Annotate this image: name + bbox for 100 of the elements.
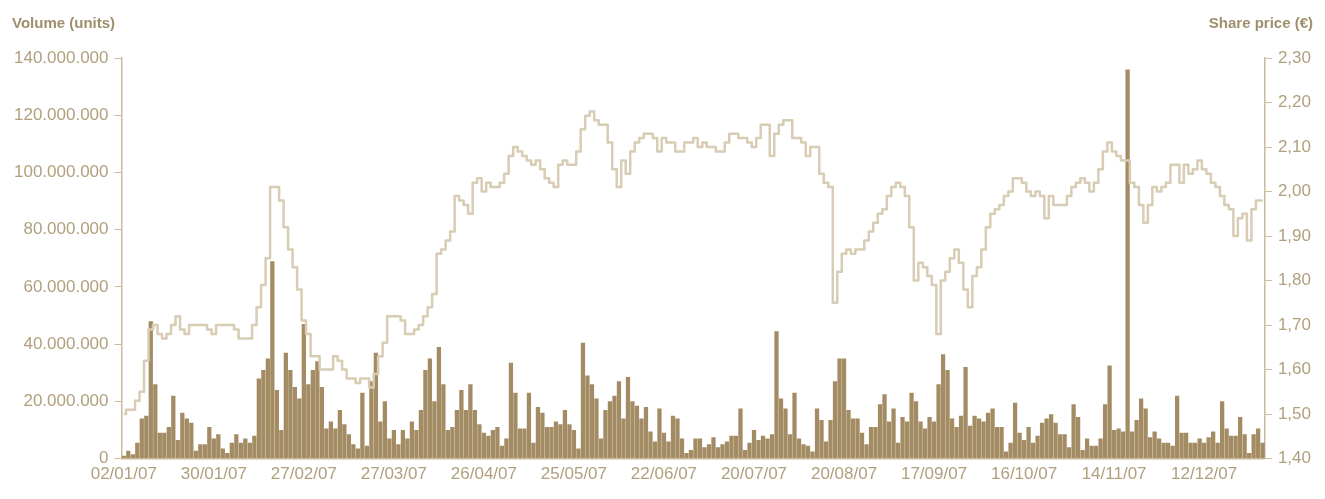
y2-tick-label: 1,70: [1277, 314, 1312, 334]
bar: [1062, 434, 1067, 459]
x-tick-label: 12/12/07: [1171, 464, 1238, 484]
bar: [814, 408, 820, 459]
bar: [1044, 418, 1049, 459]
bar: [625, 377, 631, 459]
bar: [882, 394, 887, 459]
bar: [1012, 402, 1018, 459]
bar: [535, 407, 541, 459]
bar: [337, 409, 342, 459]
bar: [436, 347, 442, 459]
bar: [126, 450, 131, 459]
bar: [189, 422, 194, 459]
y-tick-label: 120.000.000: [13, 104, 109, 124]
y-tick-label: 80.000.000: [23, 219, 109, 239]
y2-tick-label: 2,10: [1277, 136, 1312, 156]
bar: [729, 435, 734, 459]
bar: [751, 429, 757, 459]
bar: [198, 444, 203, 459]
bar: [940, 354, 946, 459]
bar: [900, 417, 905, 459]
bar: [1211, 431, 1216, 459]
bar: [1125, 69, 1130, 459]
y2-tick-label: 1,40: [1277, 448, 1312, 468]
bar: [657, 408, 662, 459]
bar: [391, 429, 397, 459]
bar: [580, 342, 586, 459]
bar: [1026, 427, 1031, 459]
y2-tick-label: 1,90: [1277, 225, 1312, 245]
bar: [693, 438, 698, 459]
bar: [765, 438, 770, 459]
bar: [1161, 442, 1166, 459]
bar: [976, 418, 982, 459]
bar: [792, 392, 797, 459]
bar: [720, 444, 725, 459]
bar: [711, 437, 716, 459]
bar: [990, 408, 995, 459]
x-tick-label: 27/03/07: [360, 464, 427, 484]
bar: [283, 352, 288, 459]
bar: [1238, 417, 1243, 459]
bar: [270, 261, 275, 459]
bar: [985, 412, 991, 459]
bar: [1197, 438, 1202, 459]
bar: [1116, 428, 1121, 459]
bar: [1152, 431, 1157, 459]
y-tick-label: 140.000.000: [13, 47, 109, 67]
y2-tick-label: 1,80: [1277, 270, 1312, 290]
bar: [562, 409, 568, 459]
bar: [643, 407, 649, 459]
bar: [382, 401, 388, 459]
bar: [409, 421, 415, 459]
bar: [1193, 442, 1198, 459]
x-tick-label: 22/06/07: [630, 464, 698, 484]
x-tick-label: 16/10/07: [990, 464, 1058, 484]
bar: [999, 427, 1004, 459]
bar: [427, 358, 433, 459]
bar: [841, 358, 847, 459]
bar: [738, 408, 743, 459]
bar: [616, 381, 622, 459]
y2-tick-label: 1,50: [1277, 403, 1312, 423]
bar: [301, 324, 306, 459]
x-tick-label: 20/07/07: [720, 464, 788, 484]
bar: [868, 427, 874, 459]
bar: [774, 331, 779, 459]
y-axis-title: Volume (units): [12, 13, 116, 31]
bar: [139, 418, 144, 459]
bar: [972, 415, 977, 459]
bar: [1084, 438, 1090, 459]
bar: [360, 392, 365, 459]
bar: [315, 361, 320, 459]
y2-tick-label: 2,00: [1277, 181, 1312, 201]
x-tick-label: 17/09/07: [900, 464, 968, 484]
bar: [526, 392, 532, 459]
bar: [855, 418, 860, 459]
x-tick-label: 30/01/07: [180, 464, 247, 484]
bar: [328, 421, 333, 459]
y-tick-label: 100.000.000: [13, 162, 109, 182]
bar: [1048, 414, 1054, 459]
bar: [508, 362, 514, 459]
bar: [468, 384, 473, 459]
bar: [1039, 422, 1045, 459]
bar: [216, 434, 221, 459]
bar: [1107, 365, 1112, 459]
bar: [927, 417, 932, 459]
x-tick-label: 25/05/07: [540, 464, 608, 484]
bar: [837, 358, 842, 459]
bar: [1165, 442, 1171, 459]
y2-tick-label: 1,60: [1277, 359, 1312, 379]
bar: [180, 412, 185, 459]
bar: [670, 415, 676, 459]
bar: [963, 367, 968, 459]
x-tick-label: 27/02/07: [270, 464, 337, 484]
bar: [495, 427, 500, 459]
bar: [1220, 401, 1225, 459]
y2-axis-title: Share price (€): [1208, 13, 1313, 31]
bar: [634, 405, 640, 459]
bar: [909, 392, 914, 459]
bar: [805, 445, 811, 459]
bar: [1138, 398, 1144, 459]
x-tick-label: 20/08/07: [810, 464, 878, 484]
